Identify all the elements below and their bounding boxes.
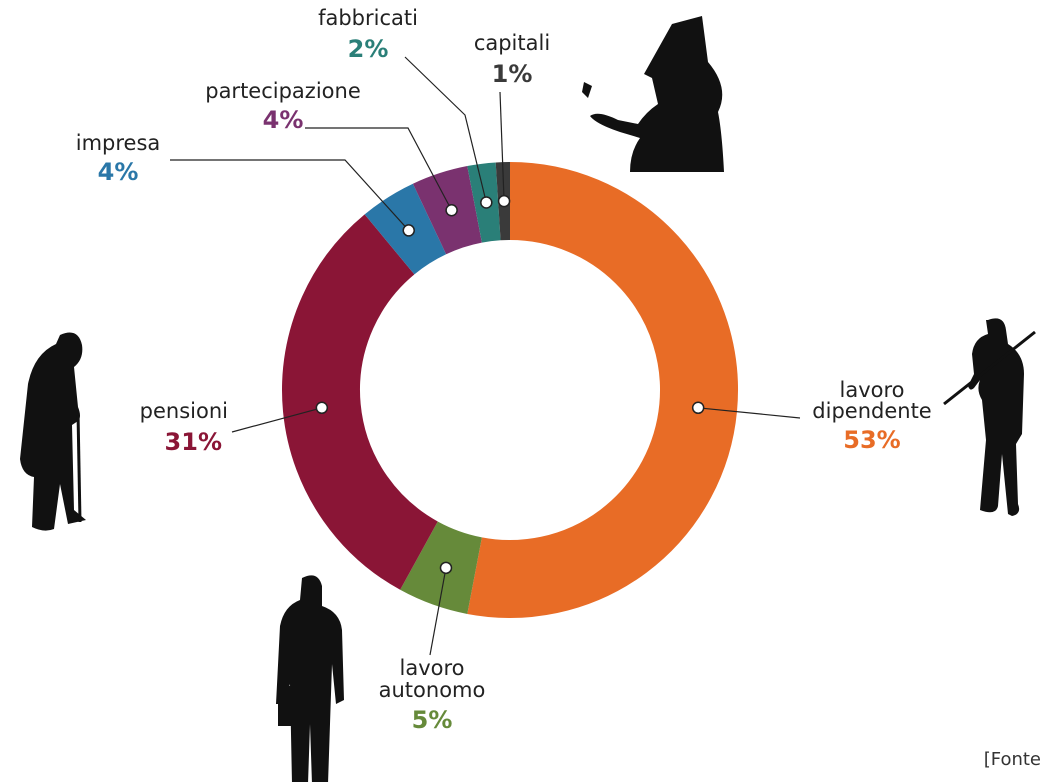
value-label: 53%: [843, 426, 900, 454]
leader-line: [305, 127, 453, 211]
donut-segment: [282, 214, 439, 590]
worker: [968, 318, 1024, 516]
leader-line: [170, 159, 410, 231]
value-label: 2%: [348, 35, 389, 63]
marker-dot: [439, 561, 453, 575]
donut-segment: [467, 162, 738, 618]
category-label: impresa: [76, 131, 161, 155]
value-label: 4%: [263, 106, 304, 134]
leader-line: [404, 56, 487, 203]
value-label: 1%: [492, 60, 533, 88]
rich-man: [582, 16, 724, 172]
marker-dot: [691, 401, 705, 415]
label-line: dipendente: [812, 399, 931, 423]
category-label: pensioni: [140, 399, 228, 423]
category-label: lavoro dipendente: [812, 378, 931, 423]
category-label: partecipazione: [205, 79, 361, 103]
label-line: lavoro: [400, 656, 465, 680]
source: [Fonte: [984, 749, 1041, 770]
category-label: fabbricati: [318, 6, 418, 30]
label-line: autonomo: [379, 678, 486, 702]
leader-line: [698, 407, 801, 419]
value-label: 31%: [165, 428, 222, 456]
category-label: capitali: [474, 31, 550, 55]
value-label: 5%: [412, 706, 453, 734]
label-line: lavoro: [840, 378, 905, 402]
businessman: [276, 575, 344, 782]
value-label: 4%: [98, 158, 139, 186]
shovel: [943, 330, 1036, 406]
cane: [76, 411, 82, 523]
old-man: [20, 332, 86, 531]
category-label: lavoro autonomo: [379, 656, 486, 702]
leader-line: [429, 567, 447, 656]
leader-line: [231, 407, 322, 433]
marker-dot: [402, 224, 415, 237]
marker-dot: [480, 196, 493, 209]
marker-dot: [497, 194, 511, 208]
marker-dot: [315, 401, 329, 415]
leader-line: [499, 91, 505, 202]
marker-dot: [445, 204, 458, 217]
silhouettes: [20, 16, 1036, 782]
